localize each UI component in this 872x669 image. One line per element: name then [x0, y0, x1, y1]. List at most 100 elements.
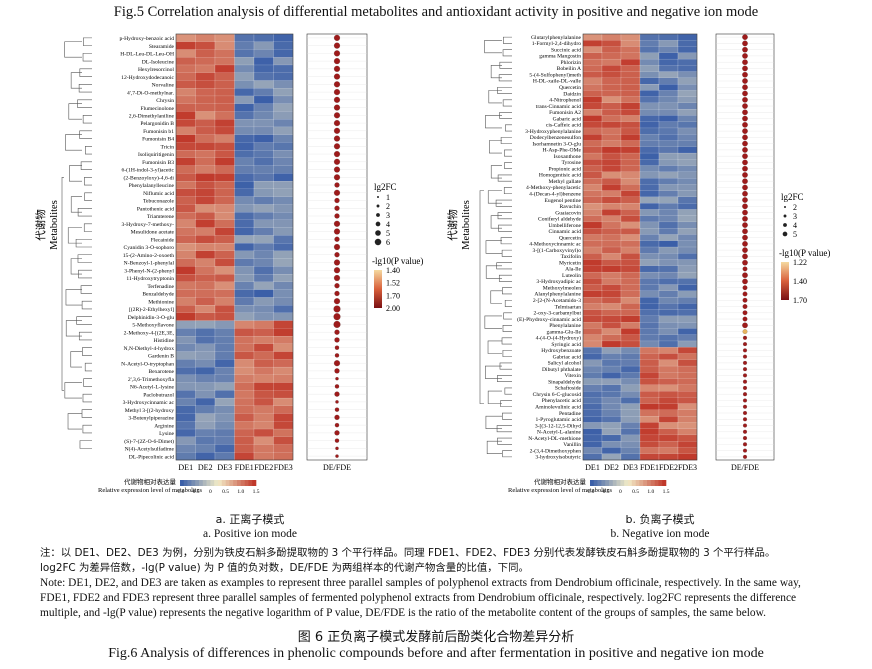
heatmap-cell [175, 250, 196, 259]
size-legend-dot [376, 204, 380, 208]
heatmap-cell [253, 397, 274, 407]
dendrogram-branch [82, 393, 92, 403]
heatmap-cell [601, 90, 622, 98]
heatmap-cell [658, 115, 679, 123]
heatmap-cell [639, 65, 660, 72]
heatmap-cell [253, 328, 274, 337]
heatmap-cell [658, 340, 679, 348]
heatmap-cell [195, 33, 216, 43]
fold-change-dot [742, 153, 748, 159]
fold-change-dot [333, 135, 341, 142]
heatmap-cell [601, 365, 622, 373]
heatmap-cell [175, 297, 196, 306]
y-axis-label-en: Metabolites [461, 200, 472, 250]
heatmap-cell [677, 353, 698, 361]
heatmap-cell [214, 111, 235, 120]
dendrogram-branch [504, 149, 512, 157]
heatmap-cell [639, 127, 660, 135]
color-legend-swatch [590, 480, 595, 486]
heatmap-cell [639, 52, 660, 60]
heatmap-cell [195, 181, 216, 190]
column-label: DE2 [198, 463, 213, 472]
heatmap-cell [639, 359, 660, 367]
row-label: Benzaldehyde [142, 292, 174, 298]
dendrogram-root [61, 176, 64, 391]
heatmap-cell [620, 340, 641, 348]
heatmap-cell [639, 403, 660, 411]
heatmap-cell [601, 334, 622, 342]
heatmap-cell [273, 119, 294, 128]
heatmap-cell [253, 150, 274, 159]
heatmap-cell [677, 165, 698, 173]
heatmap-cell [273, 421, 294, 430]
heatmap-cell [639, 84, 660, 91]
row-label: Mesulidone acetate [131, 230, 175, 236]
dendrogram-branch [67, 413, 82, 430]
heatmap-cell [214, 281, 235, 290]
heatmap-cell [273, 235, 294, 244]
heatmap-cell [658, 159, 679, 166]
heatmap-cell [582, 340, 603, 348]
heatmap-cell [639, 203, 660, 210]
heatmap-cell [582, 115, 603, 123]
heatmap-cell [234, 397, 255, 407]
row-label: DL-Isoleucine [142, 59, 175, 65]
heatmap-cell [620, 178, 641, 185]
heatmap-cell [639, 246, 660, 254]
heatmap-cell [582, 453, 603, 461]
heatmap-cell [601, 322, 622, 329]
fold-change-dot [334, 197, 340, 204]
heatmap-cell [677, 447, 698, 455]
heatmap-cell [214, 428, 235, 438]
color-legend-title-en: Relative expression level of metabolites [508, 487, 612, 494]
color-legend-tick: 0.5 [222, 489, 229, 495]
heatmap-cell [582, 284, 603, 292]
heatmap-cell [601, 253, 622, 260]
heatmap-cell [639, 90, 660, 98]
color-legend-tick: -0.5 [191, 489, 200, 495]
size-legend-dot [782, 231, 788, 237]
heatmap-cell [677, 334, 698, 342]
row-label: 2-(3,4-Dimethoxyphen [530, 447, 582, 454]
heatmap-cell [601, 228, 622, 235]
fold-change-dot [333, 220, 341, 227]
heatmap-cell [234, 274, 255, 283]
heatmap-cell [273, 413, 294, 422]
p-legend-tick: 1.40 [386, 266, 400, 275]
heatmap-cell [195, 274, 216, 283]
fold-change-dot [334, 422, 340, 428]
dendrogram-branch [488, 90, 502, 104]
heatmap-cell [214, 72, 235, 81]
heatmap-cell [273, 181, 294, 190]
heatmap-cell [234, 219, 255, 229]
heatmap-cell [214, 196, 235, 205]
fold-change-dot [333, 158, 341, 165]
heatmap-cell [253, 119, 274, 128]
heatmap-cell [234, 64, 255, 74]
heatmap-cell [601, 209, 622, 217]
heatmap-cell [639, 347, 660, 354]
row-label: 3-Hydroxyphenylalanine [525, 129, 581, 135]
dendrogram-branch [504, 387, 512, 395]
heatmap-cell [195, 397, 216, 407]
heatmap-cell [658, 221, 679, 229]
row-label: Vitexin [565, 373, 582, 379]
dendrogram-branch [501, 249, 512, 257]
heatmap-cell [601, 33, 622, 41]
color-legend-swatch [628, 480, 633, 486]
heatmap-cell [639, 315, 660, 323]
fold-change-dot [742, 241, 748, 247]
fold-change-dot [742, 398, 748, 403]
heatmap-cell [214, 305, 235, 314]
heatmap-cell [234, 157, 255, 167]
heatmap-cell [658, 416, 679, 423]
dendrogram-branch [82, 347, 92, 356]
row-label: Cinnamic acid [549, 229, 582, 235]
fold-change-dot [333, 143, 341, 150]
fold-change-dot [742, 65, 748, 72]
heatmap-cell [620, 71, 641, 79]
fold-change-dot [334, 384, 340, 389]
heatmap-cell [273, 196, 294, 205]
heatmap-cell [582, 90, 603, 98]
heatmap-cell [234, 444, 255, 453]
